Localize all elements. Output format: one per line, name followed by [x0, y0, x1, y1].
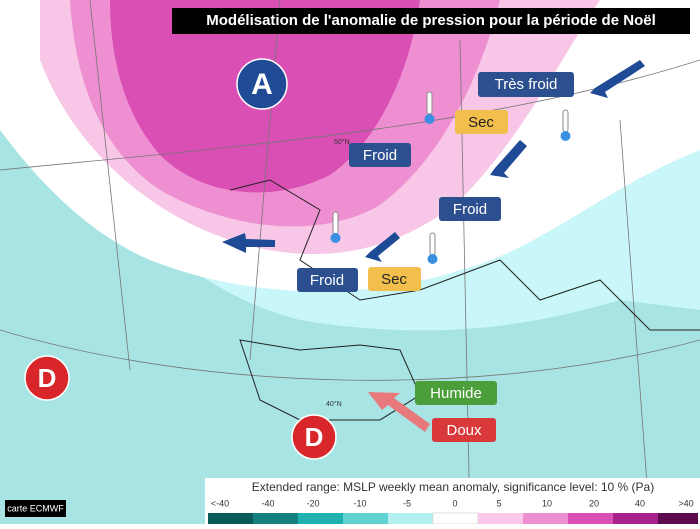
legend-tick: -20 — [306, 498, 319, 508]
low-marker — [291, 414, 337, 460]
tag: Sec — [381, 271, 407, 288]
legend-tick: 5 — [496, 498, 501, 508]
legend-tick: -10 — [353, 498, 366, 508]
tag-box — [432, 418, 496, 442]
arrows — [222, 60, 645, 432]
low-marker — [24, 355, 70, 401]
tag: Froid — [363, 147, 397, 164]
ocean-anomaly — [0, 110, 700, 524]
tag: Doux — [446, 422, 482, 439]
tag-box — [439, 197, 501, 221]
colorbar — [208, 512, 698, 525]
legend-tick: >40 — [678, 498, 693, 508]
tag-box — [297, 268, 358, 292]
tag: Humide — [430, 385, 482, 402]
credit-box — [5, 500, 66, 517]
tag: Sec — [468, 114, 494, 131]
thermometers — [330, 91, 571, 264]
legend-tick: -40 — [261, 498, 274, 508]
low-label: D — [38, 363, 57, 393]
tag-box — [478, 72, 574, 97]
legend-tick: 0 — [452, 498, 457, 508]
tag-box — [415, 381, 497, 405]
grid-label: 40°N — [326, 400, 342, 408]
tag-box — [349, 143, 411, 167]
grid-label: 50°N — [334, 138, 350, 146]
high-marker — [236, 58, 288, 110]
legend-tick: 10 — [542, 498, 552, 508]
legend-tick: 20 — [589, 498, 599, 508]
high-label: A — [251, 68, 273, 101]
tag-box — [368, 267, 421, 291]
low-label: D — [305, 422, 324, 452]
legend-tick: <-40 — [211, 498, 229, 508]
tag-box — [455, 110, 508, 134]
legend-tick: 40 — [635, 498, 645, 508]
title-box — [172, 8, 690, 34]
legend-title: Extended range: MSLP weekly mean anomaly… — [252, 480, 654, 494]
tag: Très froid — [495, 76, 558, 93]
credit: carte ECMWF — [7, 503, 64, 513]
tag: Froid — [310, 272, 344, 289]
title: Modélisation de l'anomalie de pression p… — [206, 12, 656, 29]
legend-tick: -5 — [403, 498, 411, 508]
tag: Froid — [453, 201, 487, 218]
